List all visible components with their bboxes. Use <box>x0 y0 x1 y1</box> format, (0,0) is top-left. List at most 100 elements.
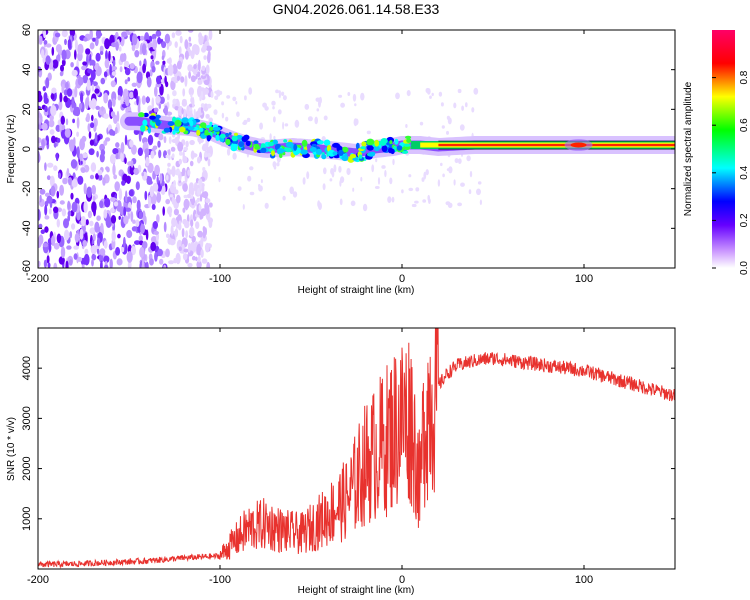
spectrogram-noise-speck <box>92 233 96 242</box>
ridge-blob <box>149 115 156 120</box>
spectrogram-faint-speck <box>273 165 277 170</box>
spectrogram-faint-speck <box>248 87 253 95</box>
spectrogram-noise-speck <box>139 246 145 258</box>
spectrogram-noise-speck <box>85 97 89 110</box>
ridge-blob <box>208 126 214 131</box>
spectrogram-noise-speck <box>60 64 64 72</box>
ridge-blob <box>361 141 367 147</box>
spectrogram-noise-speck <box>49 175 55 187</box>
spectrogram-noise-speck <box>43 40 48 45</box>
spectrogram-noise-speck <box>176 60 182 70</box>
spectrogram-noise-speck <box>89 139 94 146</box>
spectrogram-noise-speck <box>94 36 99 47</box>
spectrogram-noise-speck <box>64 229 70 241</box>
snr-series-line <box>38 328 675 569</box>
spectrogram-noise-speck <box>141 43 147 56</box>
spectrogram-noise-speck <box>61 49 67 61</box>
spectrogram-noise-speck <box>128 91 134 99</box>
spectrogram-noise-speck <box>41 139 45 150</box>
ridge-blob <box>142 119 148 127</box>
spectrogram-noise-speck <box>38 209 41 221</box>
spectrogram-noise-speck <box>151 97 155 109</box>
spectrogram-faint-speck <box>340 176 345 184</box>
spectrogram-noise-speck <box>163 264 167 268</box>
spectrogram-faint-speck <box>425 169 429 176</box>
y-tick-label: 3000 <box>21 406 33 430</box>
spectrogram-faint-speck <box>214 95 219 101</box>
spectrogram-noise-speck <box>65 260 69 268</box>
spectrogram-noise-speck <box>78 102 83 110</box>
spectrogram-noise-speck <box>124 67 131 76</box>
spectrogram-noise-speck <box>49 129 55 135</box>
spectrogram-noise-speck <box>38 137 42 144</box>
ridge-blob <box>293 143 298 151</box>
spectrogram-noise-speck <box>109 129 114 136</box>
spectrogram-faint-speck <box>196 199 199 203</box>
spectrogram-noise-speck <box>99 200 104 209</box>
spectrogram-faint-speck <box>271 100 276 106</box>
spectrogram-noise-speck <box>123 206 127 217</box>
spectrogram-noise-speck <box>123 236 126 249</box>
spectrogram-noise-speck <box>47 262 51 268</box>
ridge-blob <box>155 119 161 127</box>
spectrogram-noise-speck <box>190 219 194 227</box>
spectrogram-faint-speck <box>329 178 333 182</box>
spectrogram-noise-speck <box>91 254 97 261</box>
spectrogram-noise-speck <box>83 183 87 195</box>
x-tick-label: 100 <box>575 574 593 586</box>
spectrogram-noise-speck <box>184 75 188 87</box>
spectrogram-faint-speck <box>235 100 238 105</box>
spectrogram-faint-speck <box>258 184 261 188</box>
spectrogram-noise-speck <box>175 216 181 222</box>
spectrogram-noise-speck <box>152 38 158 50</box>
spectrogram-noise-speck <box>123 60 130 68</box>
spectrogram-x-ticks: -200 -100 0 100 <box>27 30 593 285</box>
spectrogram-noise-speck <box>111 71 117 76</box>
spectrogram-noise-speck <box>104 264 109 268</box>
spectrogram-noise-speck <box>103 255 110 263</box>
spectrogram-noise-speck <box>130 245 136 256</box>
spectrogram-faint-speck <box>347 92 351 96</box>
spectrogram-faint-speck <box>277 109 282 115</box>
spectrogram-noise-speck <box>190 186 195 196</box>
spectrogram-faint-speck <box>269 133 272 141</box>
spectrogram-faint-speck <box>318 202 322 211</box>
spectrogram-noise-speck <box>104 38 110 50</box>
spectrogram-noise-speck <box>73 245 79 250</box>
spectrogram-noise-speck <box>136 95 139 106</box>
ridge-blob <box>279 153 283 158</box>
spectrogram-noise-speck <box>102 177 106 186</box>
spectrogram-noise-speck <box>56 218 60 228</box>
spectrogram-faint-speck <box>165 154 169 159</box>
colorbar-tick-label: 0.0 <box>739 261 750 275</box>
spectrogram-noise-speck <box>137 147 143 156</box>
y-tick-label: 40 <box>21 64 33 76</box>
spectrogram-noise-speck <box>171 165 176 177</box>
spectrogram-faint-speck <box>362 203 368 212</box>
spectrogram-noise-speck <box>42 86 46 92</box>
spectrogram-faint-speck <box>445 201 451 206</box>
spectrogram-noise-speck <box>87 68 93 74</box>
spectrogram-faint-speck <box>183 146 188 151</box>
spectrogram-noise-speck <box>157 140 161 148</box>
spectrogram-noise-speck <box>103 71 108 78</box>
spectrogram-noise-speck <box>53 262 58 268</box>
spectrogram-noise-speck <box>108 50 111 62</box>
colorbar-tick-label: 0.2 <box>739 213 750 227</box>
spectrogram-noise-speck <box>42 243 49 248</box>
spectrogram-noise-speck <box>203 55 207 60</box>
spectrogram-faint-speck <box>431 92 434 97</box>
spectrogram-noise-speck <box>61 59 66 67</box>
spectrogram-noise-speck <box>202 143 209 149</box>
ridge-blob <box>213 130 217 136</box>
spectrogram-noise-speck <box>81 65 87 71</box>
spectrogram-noise-speck <box>91 114 94 122</box>
spectrogram-noise-speck <box>138 211 143 220</box>
spectrogram-faint-speck <box>459 124 465 131</box>
spectrogram-faint-speck <box>318 96 322 104</box>
spectrogram-faint-speck <box>331 170 335 178</box>
spectrogram-faint-speck <box>188 107 192 111</box>
spectrogram-faint-speck <box>423 171 427 180</box>
ridge-blob <box>366 138 375 146</box>
